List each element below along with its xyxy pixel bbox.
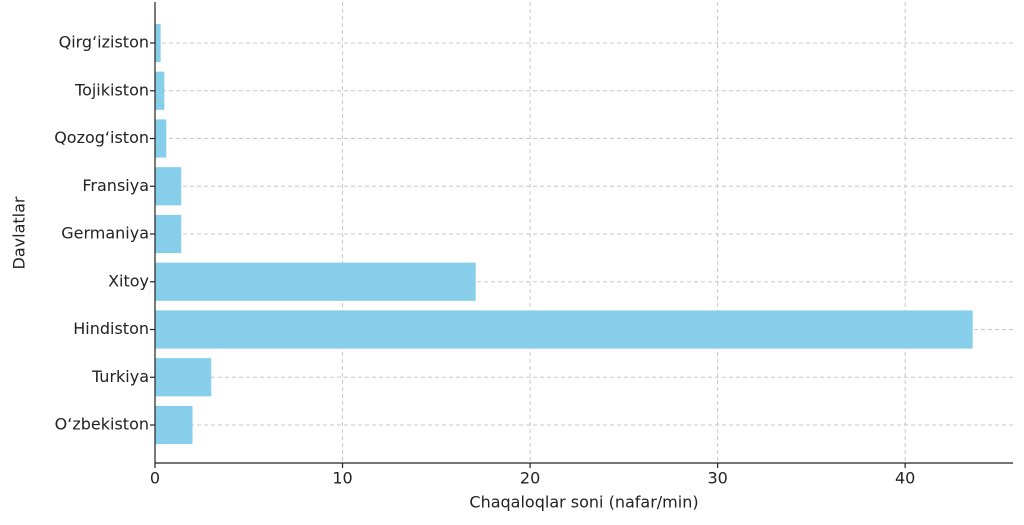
- y-tick-label: Hindiston: [73, 319, 149, 338]
- bar: [155, 262, 476, 301]
- x-tick-label: 0: [150, 469, 160, 488]
- x-tick-label: 10: [332, 469, 352, 488]
- x-axis-label: Chaqaloqlar soni (nafar/min): [469, 493, 698, 512]
- bar: [155, 214, 182, 254]
- y-tick-label: Tojikiston: [74, 80, 149, 99]
- y-tick-label: Germaniya: [61, 224, 149, 243]
- x-tick-label: 40: [895, 469, 915, 488]
- bar: [155, 358, 212, 397]
- y-tick-label: Xitoy: [108, 271, 149, 290]
- y-tick-label: Qozog‘iston: [54, 128, 149, 147]
- bar: [155, 23, 161, 63]
- x-tick-label: 20: [520, 469, 540, 488]
- bar: [155, 119, 167, 158]
- bar: [155, 405, 193, 445]
- x-tick-label: 30: [707, 469, 727, 488]
- y-tick-label: Turkiya: [91, 367, 149, 386]
- bar: [155, 310, 973, 349]
- y-axis-label: Davlatlar: [10, 196, 29, 269]
- y-tick-label: Fransiya: [82, 176, 149, 195]
- bar: [155, 71, 165, 110]
- y-tick-label: O‘zbekiston: [55, 415, 149, 434]
- y-tick-label: Qirg‘iziston: [59, 33, 149, 52]
- bar: [155, 167, 182, 206]
